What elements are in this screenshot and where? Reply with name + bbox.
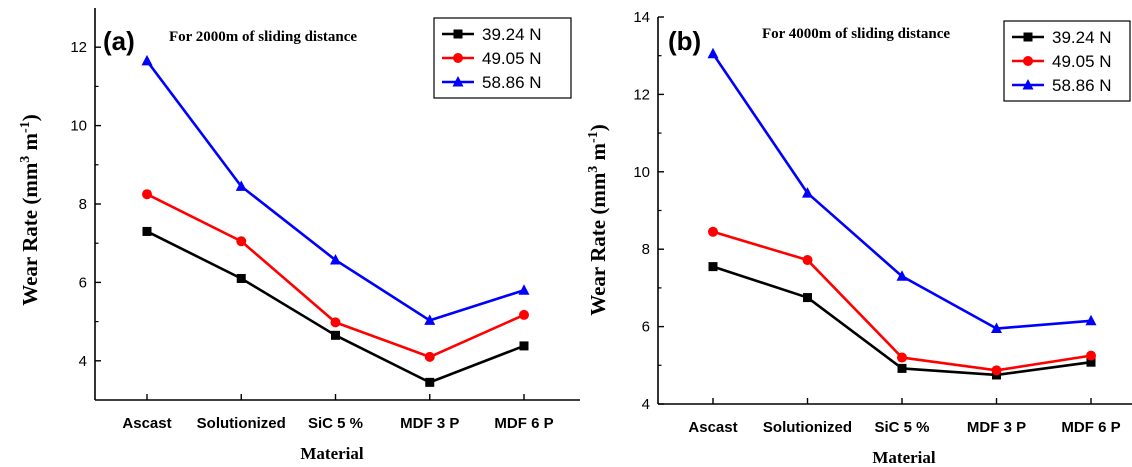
data-point <box>519 309 529 320</box>
y-axis-title-exponent: -1 <box>18 121 33 133</box>
x-category-label: Ascast <box>122 415 171 432</box>
data-point <box>518 284 530 295</box>
y-axis-title-unit: m <box>586 142 610 165</box>
chart-panel-b: 4 6 8 10 12 14 Ascast Solutionized SiC 5 % MDF 3 … <box>586 9 1132 467</box>
chart-legend: 39.24 N 49.05 N 58.86 N <box>1003 20 1131 102</box>
data-point <box>897 352 907 363</box>
legend-label: 58.86 N <box>1052 76 1112 95</box>
y-axis-title-main: Wear Rate (mm <box>586 172 610 316</box>
x-category-label: MDF 6 P <box>494 415 553 432</box>
legend-marker <box>1022 79 1034 90</box>
y-tick-label: 8 <box>642 241 650 258</box>
legend-label: 49.05 N <box>482 49 542 68</box>
chart-panel-a: 4 6 8 10 12 Ascast Solutionized SiC 5 % MDF 3 P M… <box>18 8 580 463</box>
y-axis-title-unit: m <box>18 132 42 155</box>
data-point <box>991 322 1002 334</box>
y-tick-label: 6 <box>79 274 87 291</box>
chart-legend: 39.24 N 49.05 N 58.86 N <box>433 17 572 99</box>
panel-label: (a) <box>103 26 135 56</box>
chart-annotation: For 2000m of sliding distance <box>169 29 357 45</box>
y-tick-label: 12 <box>70 39 87 56</box>
data-point <box>142 226 152 236</box>
data-point <box>141 54 153 66</box>
x-axis-title: Material <box>872 448 936 467</box>
y-tick-label: 10 <box>633 164 650 181</box>
x-category-label: Solutionized <box>763 419 852 436</box>
x-category-label: SiC 5 % <box>874 419 929 436</box>
data-point <box>142 189 152 200</box>
x-axis-title: Material <box>300 444 364 463</box>
data-point <box>424 351 435 362</box>
x-category-label: MDF 3 P <box>967 419 1026 436</box>
data-point <box>236 236 247 247</box>
y-tick-label: 10 <box>70 118 87 135</box>
x-category-label: MDF 3 P <box>400 415 459 432</box>
legend-marker <box>453 53 463 63</box>
series-line-2 <box>145 60 525 322</box>
data-point <box>424 314 436 325</box>
data-point <box>991 365 1002 376</box>
data-point <box>802 187 813 198</box>
x-category-label: MDF 6 P <box>1061 419 1120 436</box>
x-category-label: SiC 5 % <box>308 415 363 432</box>
data-point <box>425 377 435 387</box>
x-category-label: Ascast <box>688 419 737 436</box>
data-point <box>330 317 341 328</box>
y-tick-label: 8 <box>79 196 87 213</box>
legend-marker <box>1023 56 1033 66</box>
data-point <box>707 47 719 59</box>
data-point <box>519 341 529 351</box>
data-point <box>1085 314 1097 326</box>
data-point <box>236 273 246 283</box>
y-axis-title-main: Wear Rate (mm <box>18 162 42 306</box>
data-point <box>708 226 718 237</box>
data-point <box>896 270 908 281</box>
data-point <box>802 255 813 266</box>
legend-marker <box>1023 32 1033 42</box>
y-axis-title-exponent: 3 <box>18 156 33 163</box>
y-tick-label: 4 <box>642 396 650 413</box>
legend-label: 58.86 N <box>482 73 542 92</box>
y-axis-title: Wear Rate (mm3 m-1) <box>18 114 42 305</box>
x-category-label: Solutionized <box>197 415 286 432</box>
y-axis-title-exponent: 3 <box>586 166 601 173</box>
y-axis-title-exponent: -1 <box>586 131 601 143</box>
y-tick-label: 14 <box>633 9 650 26</box>
data-point <box>803 293 812 303</box>
data-point <box>897 363 907 373</box>
data-point <box>331 330 340 340</box>
chart-annotation: For 4000m of sliding distance <box>762 26 950 42</box>
panel-label: (b) <box>668 26 701 56</box>
data-point <box>708 262 718 272</box>
y-tick-label: 4 <box>79 353 87 370</box>
legend-label: 39.24 N <box>482 25 542 44</box>
series-line-1 <box>712 230 1092 372</box>
y-axis-title-close: ) <box>18 114 42 121</box>
data-point <box>235 180 247 191</box>
legend-label: 39.24 N <box>1052 28 1112 47</box>
data-point <box>330 254 341 265</box>
y-axis-title: Wear Rate (mm3 m-1) <box>586 124 610 315</box>
y-axis-title-close: ) <box>586 124 610 131</box>
data-point <box>1086 357 1096 367</box>
data-point <box>1086 350 1096 361</box>
legend-marker <box>452 76 464 87</box>
y-tick-label: 12 <box>633 86 650 103</box>
legend-marker <box>453 29 463 39</box>
legend-label: 49.05 N <box>1052 52 1112 71</box>
y-tick-label: 6 <box>642 319 650 336</box>
